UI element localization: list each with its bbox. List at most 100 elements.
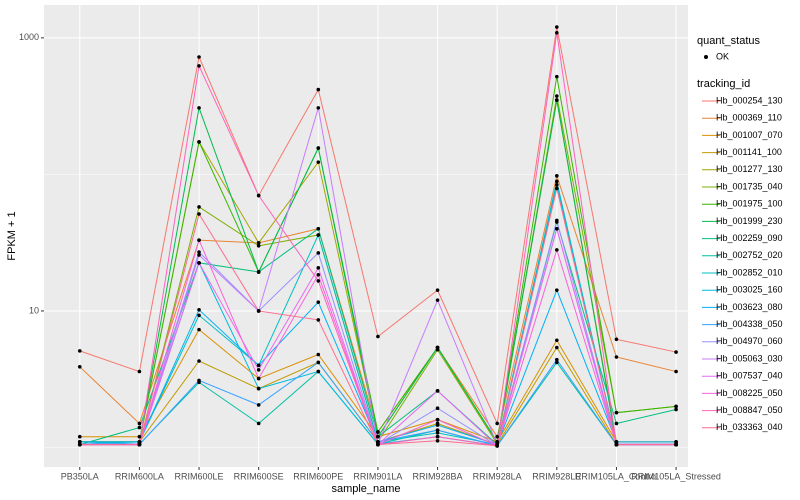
y-tick-label: 1000 xyxy=(19,32,39,42)
legend-label: Hb_001735_040 xyxy=(716,181,783,191)
x-axis-title: sample_name xyxy=(331,483,400,495)
data-point xyxy=(555,357,559,362)
data-point xyxy=(137,442,142,447)
legend-label: Hb_004970_060 xyxy=(716,336,783,346)
x-tick-label: RRIM600LE xyxy=(175,471,224,481)
data-point xyxy=(316,318,321,322)
data-point xyxy=(256,244,261,248)
legend-title: tracking_id xyxy=(697,78,750,90)
x-tick-label: RRIM105LA_Stressed xyxy=(631,471,721,481)
data-point xyxy=(256,403,261,407)
data-point xyxy=(137,434,142,439)
data-point xyxy=(197,250,201,254)
x-tick-label: RRIM901LA xyxy=(353,471,402,481)
data-point xyxy=(674,350,678,354)
legend-key xyxy=(704,55,708,59)
data-point xyxy=(197,307,201,312)
legend-label: Hb_004338_050 xyxy=(716,319,783,329)
y-tick-label: 10 xyxy=(29,305,39,315)
legend-label: Hb_005063_030 xyxy=(716,353,783,363)
data-point xyxy=(77,442,82,447)
data-point xyxy=(77,365,82,369)
data-point xyxy=(435,298,440,302)
data-point xyxy=(435,417,440,422)
legend-label: Hb_001007_070 xyxy=(716,130,783,140)
data-point xyxy=(316,369,321,374)
legend-label: Hb_001999_230 xyxy=(716,216,783,226)
x-tick-label: RRIM928BA xyxy=(413,471,463,481)
data-point xyxy=(197,205,201,209)
data-point xyxy=(435,389,440,393)
x-tick-label: RRIM928LE xyxy=(532,471,581,481)
data-point xyxy=(614,421,619,426)
legend-label: Hb_007537_040 xyxy=(716,371,783,381)
legend-label: Hb_003623_080 xyxy=(716,302,783,312)
data-point xyxy=(316,146,321,150)
data-point xyxy=(614,337,619,342)
legend-label: Hb_002259_090 xyxy=(716,233,783,243)
x-tick-label: PB350LA xyxy=(61,471,99,481)
data-point xyxy=(435,423,440,427)
data-point xyxy=(555,98,559,102)
x-tick-label: RRIM600PE xyxy=(293,471,343,481)
legend-label: Hb_008225_050 xyxy=(716,388,783,398)
data-point xyxy=(316,226,321,231)
data-point xyxy=(555,248,559,252)
legend-label: Hb_002852_010 xyxy=(716,267,783,277)
data-point xyxy=(435,288,440,292)
data-point xyxy=(197,238,201,242)
legend-label: Hb_001277_130 xyxy=(716,164,783,174)
data-point xyxy=(495,440,499,444)
data-point xyxy=(197,253,201,257)
legend-label: Hb_001975_100 xyxy=(716,199,783,209)
data-point xyxy=(555,30,559,35)
y-axis-title: FPKM + 1 xyxy=(6,211,18,260)
data-point xyxy=(316,272,321,277)
data-point xyxy=(674,369,678,374)
legend-label: Hb_003025_160 xyxy=(716,285,783,295)
grid xyxy=(44,5,688,467)
data-point xyxy=(197,359,201,363)
legend-label: Hb_001141_100 xyxy=(716,147,782,157)
data-point xyxy=(435,345,440,350)
data-point xyxy=(316,87,321,92)
data-point xyxy=(674,407,678,412)
legend-label: Hb_000254_130 xyxy=(716,95,783,105)
data-point xyxy=(495,443,499,448)
data-point xyxy=(555,25,559,29)
data-point xyxy=(316,233,321,237)
data-point xyxy=(316,160,321,164)
data-point xyxy=(137,421,142,426)
data-point xyxy=(256,270,261,274)
data-point xyxy=(495,421,499,426)
data-point xyxy=(555,338,559,343)
data-point xyxy=(614,442,619,447)
data-point xyxy=(256,421,261,426)
data-point xyxy=(435,406,440,411)
data-point xyxy=(555,288,559,292)
data-point xyxy=(316,352,321,357)
legend-label: Hb_033363_040 xyxy=(716,422,783,432)
data-point xyxy=(256,309,261,313)
data-point xyxy=(495,434,499,439)
data-point xyxy=(256,241,261,245)
data-point xyxy=(555,182,559,187)
data-point xyxy=(77,349,82,353)
data-point xyxy=(197,55,201,59)
data-point xyxy=(137,425,142,430)
data-point xyxy=(137,369,142,374)
data-point xyxy=(435,438,440,443)
data-point xyxy=(555,179,559,184)
data-point xyxy=(376,334,380,339)
data-point xyxy=(674,442,678,447)
legend-title: quant_status xyxy=(697,35,760,47)
data-point xyxy=(197,261,201,265)
data-point xyxy=(197,378,201,383)
legend-label: OK xyxy=(716,51,729,61)
legend: Hb_000254_130 Hb_000369_110 Hb_001007_070 H… xyxy=(702,95,783,432)
x-tick-label: RRIM928LA xyxy=(473,471,522,481)
data-point xyxy=(555,226,559,231)
data-point xyxy=(674,404,678,409)
data-point xyxy=(555,186,559,191)
